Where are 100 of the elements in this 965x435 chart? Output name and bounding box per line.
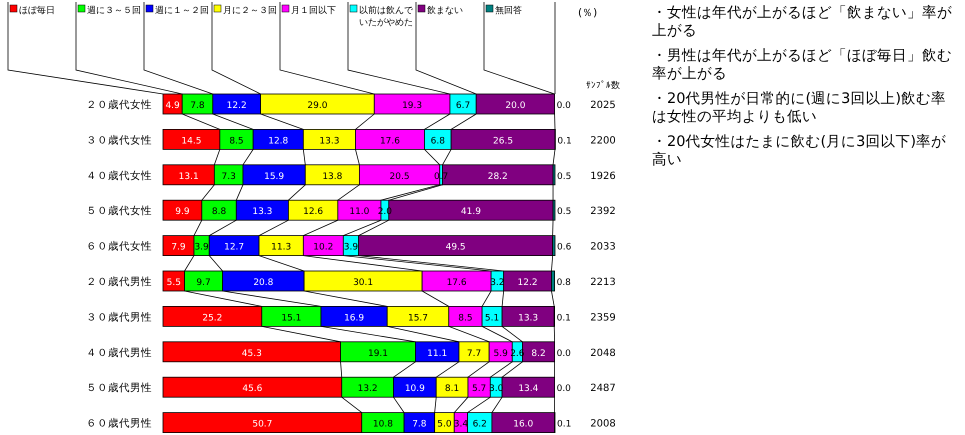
data-label: 41.9 <box>460 207 482 218</box>
data-label: 6.2 <box>472 420 487 430</box>
data-label: 0.7 <box>434 172 448 182</box>
data-label: 13.2 <box>358 384 378 394</box>
y-tick-label: ２０歳代男性 <box>86 275 152 288</box>
data-label: 17.6 <box>446 278 467 288</box>
data-label: 50.7 <box>252 420 272 430</box>
text: ｻﾝﾌﾟﾙ数 <box>586 80 620 91</box>
data-label: 12.2 <box>518 278 538 288</box>
data-label: 26.5 <box>493 136 514 146</box>
data-label: 12.2 <box>226 101 247 111</box>
data-label: 29.0 <box>307 101 328 111</box>
y-tick-label: ４０歳代男性 <box>86 346 152 359</box>
text: ・男性は年代が上がるほど「ほぼ毎日」飲む率が上がる <box>652 47 953 83</box>
data-label: 8.2 <box>531 348 546 359</box>
legend-label: 月１回以下 <box>291 5 336 16</box>
data-label: 45.6 <box>242 384 263 394</box>
y-tick-label: ３０歳代女性 <box>86 133 152 146</box>
text: ・20代男性が日常的に(週に3回以上)飲む率は女性の平均よりも低い <box>652 90 947 126</box>
data-label: 0.6 <box>557 242 572 253</box>
data-label: 7.8 <box>412 420 427 430</box>
text: 2487 <box>590 383 616 394</box>
data-label: 20.8 <box>253 278 274 288</box>
data-label: 7.3 <box>221 172 236 182</box>
data-label: 0.0 <box>556 101 572 111</box>
y-tick-label: ４０歳代女性 <box>86 168 152 182</box>
data-label: 19.3 <box>402 101 422 111</box>
data-label: 8.8 <box>212 207 226 218</box>
data-label: 13.3 <box>518 313 538 324</box>
data-label: 16.9 <box>344 313 364 324</box>
legend-label: ほぼ毎日 <box>19 5 55 16</box>
data-label: 13.3 <box>252 207 272 218</box>
data-label: 11.1 <box>427 348 448 359</box>
legend-label: 週に１～２回 <box>155 5 209 16</box>
data-label: 10.2 <box>313 242 334 253</box>
text: ・20代女性はたまに飲む(月に3回以下)率が高い <box>652 133 947 169</box>
data-label: 49.5 <box>446 242 466 253</box>
data-label: 13.4 <box>518 384 539 394</box>
data-label: 30.1 <box>353 278 374 288</box>
data-label: 0.8 <box>556 278 572 288</box>
data-label: 11.0 <box>349 207 370 218</box>
data-label: 0.0 <box>556 348 572 359</box>
text: ・女性は年代が上がるほど「飲まない」率が上がる <box>652 4 953 40</box>
data-label: 13.1 <box>178 172 199 182</box>
legend-label: 無回答 <box>495 5 522 16</box>
data-label: 0.1 <box>557 136 572 146</box>
data-label: 7.7 <box>466 348 482 359</box>
legend-label: 週に３～５回 <box>87 5 141 16</box>
data-label: 13.8 <box>322 172 343 182</box>
text: 1926 <box>590 170 616 182</box>
text: 2200 <box>590 135 616 146</box>
data-label: 0.1 <box>556 313 571 324</box>
data-label: 7.8 <box>190 101 205 111</box>
data-label: 4.9 <box>165 101 180 111</box>
text: 2213 <box>590 277 616 288</box>
data-label: 6.8 <box>430 136 446 146</box>
data-label: 12.7 <box>224 242 244 253</box>
data-label: 0.5 <box>557 172 572 182</box>
data-label: 28.2 <box>488 172 508 182</box>
data-label: 5.5 <box>166 278 181 288</box>
data-label: 15.9 <box>264 172 284 182</box>
data-label: 11.3 <box>271 242 292 253</box>
y-tick-label: ２０歳代女性 <box>86 98 152 111</box>
data-label: 6.7 <box>456 101 470 111</box>
data-label: 5.0 <box>437 420 452 430</box>
data-label: 10.9 <box>404 384 426 394</box>
data-label: 13.3 <box>319 136 340 146</box>
data-label: 5.9 <box>494 348 508 359</box>
data-label: 12.6 <box>303 207 324 218</box>
legend-label: 以前は飲んでいたがやめた <box>359 5 414 28</box>
text: 2033 <box>590 242 616 253</box>
data-label: 9.9 <box>175 207 190 218</box>
data-label: 20.5 <box>390 172 410 182</box>
data-label: 14.5 <box>181 136 202 146</box>
text: 2048 <box>590 348 616 359</box>
legend-label: 月に２～３回 <box>223 6 277 16</box>
text: 2008 <box>590 418 616 430</box>
text: (％) <box>578 7 598 19</box>
data-label: 5.1 <box>484 313 500 324</box>
data-label: 25.2 <box>202 313 222 324</box>
data-label: 5.7 <box>472 384 486 394</box>
data-label: 10.8 <box>372 420 394 430</box>
data-label: 0.5 <box>557 207 572 218</box>
data-label: 8.5 <box>229 136 244 146</box>
data-label: 0.1 <box>557 420 572 430</box>
y-tick-label: ６０歳代男性 <box>86 416 152 430</box>
data-label: 16.0 <box>513 420 534 430</box>
data-label: 45.3 <box>242 348 262 359</box>
y-tick-label: ５０歳代女性 <box>86 204 152 218</box>
data-label: 15.1 <box>281 313 302 324</box>
data-label: 17.6 <box>380 136 400 146</box>
legend-label: 飲まない <box>427 5 463 16</box>
data-label: 20.0 <box>505 101 526 111</box>
data-label: 3.9 <box>194 242 210 253</box>
data-label: 19.1 <box>368 348 388 359</box>
y-tick-label: ６０歳代女性 <box>86 240 152 253</box>
text: 2392 <box>590 206 616 218</box>
data-label: 9.7 <box>196 278 211 288</box>
data-label: 0.0 <box>556 384 572 394</box>
text: 2025 <box>590 100 616 111</box>
